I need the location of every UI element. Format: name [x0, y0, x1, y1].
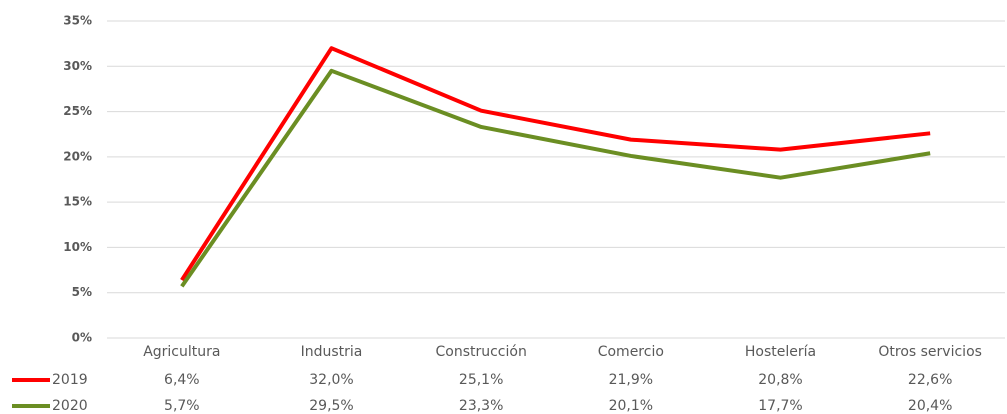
table-value: 20,4%	[908, 398, 952, 414]
y-tick-label: 20%	[63, 149, 92, 163]
table-value: 32,0%	[309, 372, 353, 388]
table-value: 20,8%	[758, 372, 802, 388]
x-tick-label: Construcción	[435, 344, 526, 360]
table-value: 23,3%	[459, 398, 503, 414]
y-tick-label: 0%	[72, 331, 92, 345]
x-tick-label: Hostelería	[745, 344, 816, 360]
series-line	[180, 68, 931, 288]
table-value: 29,5%	[309, 398, 353, 414]
legend-label: 2019	[52, 372, 88, 388]
table-value: 5,7%	[164, 398, 200, 414]
y-tick-label: 25%	[63, 104, 92, 118]
table-value: 6,4%	[164, 372, 200, 388]
table-value: 25,1%	[459, 372, 503, 388]
table-value: 21,9%	[609, 372, 653, 388]
y-tick-label: 35%	[63, 14, 92, 28]
table-value: 17,7%	[758, 398, 802, 414]
x-tick-label: Otros servicios	[878, 344, 982, 360]
x-tick-label: Agricultura	[143, 344, 220, 360]
series-line	[180, 46, 931, 282]
x-tick-label: Industria	[301, 344, 363, 360]
y-tick-label: 30%	[63, 59, 92, 73]
y-tick-label: 15%	[63, 195, 92, 209]
y-tick-label: 5%	[72, 285, 92, 299]
legend-label: 2020	[52, 398, 88, 414]
y-tick-label: 10%	[63, 240, 92, 254]
x-tick-label: Comercio	[598, 344, 664, 360]
table-value: 22,6%	[908, 372, 952, 388]
table-value: 20,1%	[609, 398, 653, 414]
